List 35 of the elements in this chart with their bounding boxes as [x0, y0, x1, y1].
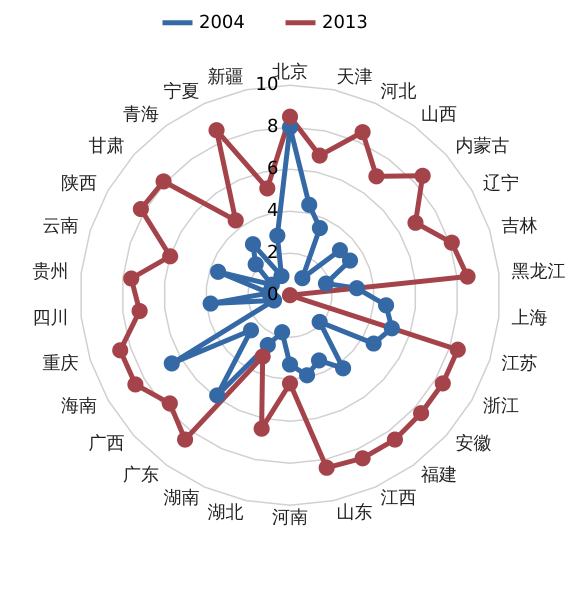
spoke-label: 云南 — [42, 215, 78, 236]
spoke-label: 天津 — [336, 66, 372, 88]
spoke-label: 四川 — [32, 307, 69, 328]
y-tick-label: 4 — [266, 200, 278, 222]
spoke-label: 湖北 — [208, 502, 244, 523]
spoke-label: 山西 — [420, 104, 457, 126]
spoke-label: 广东 — [123, 464, 160, 486]
spoke-label: 辽宁 — [482, 172, 519, 194]
spoke-label: 黑龙江 — [511, 260, 566, 282]
spoke-label: 陕西 — [61, 172, 98, 194]
spoke-label: 湖南 — [163, 488, 200, 509]
spoke-label: 河北 — [380, 80, 417, 102]
spoke-label: 广西 — [88, 433, 125, 454]
spoke-label: 江西 — [380, 488, 417, 509]
spoke-label: 内蒙古 — [455, 135, 510, 156]
spoke-label: 安徽 — [455, 433, 492, 454]
legend-label: 2013 — [322, 12, 368, 33]
spoke-label: 浙江 — [482, 396, 519, 416]
spoke-label: 江苏 — [502, 352, 538, 374]
y-tick-label: 8 — [266, 116, 278, 138]
spoke-label: 河南 — [272, 506, 308, 528]
spoke-label: 海南 — [61, 396, 98, 416]
legend-label: 2004 — [199, 12, 245, 33]
spoke-label: 青海 — [123, 104, 160, 126]
spoke-label: 福建 — [420, 464, 457, 486]
spoke-label: 上海 — [511, 307, 548, 328]
spoke-label: 山东 — [336, 502, 372, 523]
spoke-label: 新疆 — [208, 66, 244, 88]
spoke-label: 重庆 — [42, 352, 78, 374]
y-tick-label: 0 — [266, 284, 278, 306]
spoke-label: 吉林 — [502, 215, 538, 236]
spoke-label: 宁夏 — [163, 80, 200, 102]
y-tick-label: 2 — [266, 242, 278, 264]
spoke-label: 贵州 — [32, 260, 69, 282]
spoke-label: 甘肃 — [88, 135, 125, 156]
